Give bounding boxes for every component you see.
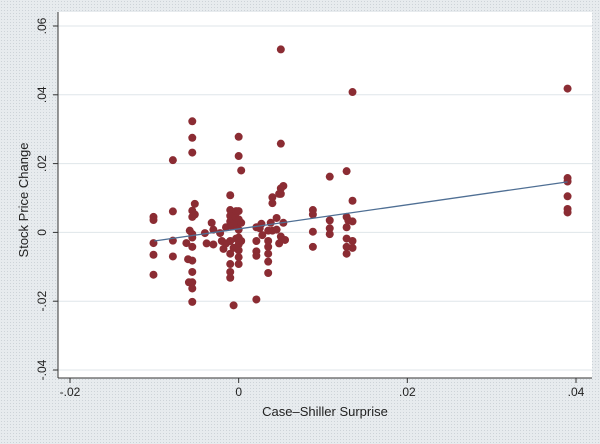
data-point xyxy=(268,199,277,208)
y-tick-label: .02 xyxy=(35,155,49,172)
data-point xyxy=(188,267,197,276)
data-point xyxy=(234,207,243,216)
data-point xyxy=(276,189,285,198)
data-point xyxy=(226,267,235,276)
data-point xyxy=(188,256,197,265)
data-point xyxy=(226,273,235,282)
data-point xyxy=(190,210,199,219)
data-point xyxy=(325,224,334,233)
data-point xyxy=(188,242,197,251)
data-point xyxy=(308,210,317,219)
data-point xyxy=(348,243,357,252)
data-point xyxy=(348,196,357,205)
data-point xyxy=(200,229,209,238)
data-point xyxy=(216,229,225,238)
data-point xyxy=(252,237,261,245)
data-point xyxy=(563,177,572,186)
data-point xyxy=(325,172,334,181)
data-point xyxy=(168,252,177,261)
data-point xyxy=(325,216,334,225)
data-point xyxy=(563,84,572,93)
y-tick-label: .06 xyxy=(35,17,49,34)
plot-area xyxy=(58,12,592,378)
x-tick-label: .04 xyxy=(568,385,585,399)
data-point xyxy=(563,192,572,201)
data-point xyxy=(188,278,197,287)
data-point xyxy=(237,218,246,227)
x-tick-label: .02 xyxy=(399,385,416,399)
data-point xyxy=(563,208,572,217)
data-point xyxy=(226,191,235,200)
data-point xyxy=(207,218,216,227)
data-point xyxy=(226,260,235,269)
data-point xyxy=(275,239,284,248)
data-point xyxy=(149,250,158,259)
data-point xyxy=(149,216,158,225)
data-point xyxy=(229,301,238,310)
data-point xyxy=(272,213,281,222)
data-point xyxy=(190,199,199,208)
data-point xyxy=(188,297,197,306)
data-point xyxy=(234,260,243,269)
data-point xyxy=(234,132,243,141)
data-point xyxy=(325,230,334,239)
y-tick-label: 0 xyxy=(35,229,49,236)
data-point xyxy=(234,253,243,262)
y-tick-label: .04 xyxy=(35,86,49,103)
data-point xyxy=(209,240,218,249)
data-point xyxy=(226,249,235,258)
y-axis-label: Stock Price Change xyxy=(16,143,31,258)
data-point xyxy=(222,223,231,232)
data-point xyxy=(264,237,273,245)
x-tick-label: -.02 xyxy=(60,385,81,399)
data-point xyxy=(264,242,273,251)
data-point xyxy=(279,181,288,190)
data-point xyxy=(252,251,261,260)
data-point xyxy=(188,148,197,157)
data-point xyxy=(182,239,191,248)
data-point xyxy=(252,295,261,304)
data-point xyxy=(348,88,357,97)
data-point xyxy=(308,242,317,251)
data-point xyxy=(202,239,211,248)
data-point xyxy=(237,166,246,175)
fit-line-layer xyxy=(154,181,568,242)
data-point xyxy=(348,237,357,245)
data-point xyxy=(234,225,243,234)
data-point xyxy=(272,225,281,234)
data-point xyxy=(188,284,197,293)
data-point xyxy=(342,249,351,258)
data-point xyxy=(281,235,290,244)
data-point xyxy=(308,227,317,236)
y-tick-label: -.02 xyxy=(35,291,49,312)
data-point xyxy=(168,207,177,216)
gridlines xyxy=(58,25,592,371)
data-point xyxy=(234,152,243,161)
x-tick-label: 0 xyxy=(235,385,242,399)
data-point xyxy=(276,139,285,148)
data-point xyxy=(188,133,197,142)
data-point xyxy=(234,246,243,255)
data-point xyxy=(268,193,277,202)
data-point xyxy=(264,249,273,258)
y-tick-label: -.04 xyxy=(35,359,49,380)
axes: -.04 -.02 0 .02 .04 .06 -.02 0 .02 .04 xyxy=(35,12,592,399)
data-points xyxy=(149,45,572,310)
data-point xyxy=(264,257,273,266)
data-point xyxy=(258,231,267,240)
fit-line xyxy=(154,181,568,242)
data-point xyxy=(342,242,351,251)
data-point xyxy=(264,268,273,277)
data-point xyxy=(149,270,158,279)
data-point xyxy=(168,156,177,165)
data-point xyxy=(237,237,246,245)
x-axis-label: Case–Shiller Surprise xyxy=(262,404,388,419)
data-point xyxy=(276,45,285,54)
data-point xyxy=(348,217,357,226)
data-point xyxy=(188,117,197,126)
data-point xyxy=(342,223,351,232)
data-point xyxy=(342,167,351,176)
